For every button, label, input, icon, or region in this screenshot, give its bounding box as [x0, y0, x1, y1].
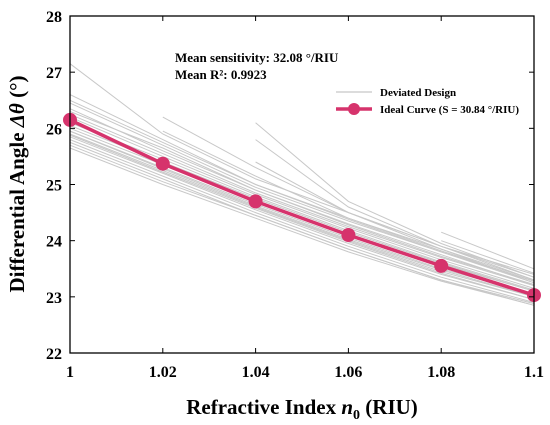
y-tick-label: 23 [46, 290, 62, 307]
ideal-curve-point [248, 194, 263, 209]
ideal-curve [69, 118, 535, 297]
ideal-curve-point [341, 228, 356, 242]
annotation-mean-sensitivity: Mean sensitivity: 32.08 °/RIU [175, 50, 339, 65]
x-tick-label: 1.02 [149, 364, 177, 381]
deviated-curve-7 [69, 130, 535, 295]
deviated-curve-9 [69, 136, 535, 301]
y-tick-label: 22 [46, 346, 62, 363]
deviated-curve-15 [69, 122, 535, 291]
deviated-curve-10 [69, 139, 535, 303]
deviated-curve-8 [69, 133, 535, 298]
x-tick-label: 1.06 [334, 364, 362, 381]
x-tick-label: 1.1 [524, 364, 544, 381]
ideal-curve-line [69, 118, 535, 297]
legend-ideal-marker [348, 103, 360, 115]
y-tick-label: 24 [46, 234, 62, 251]
x-axis-title: Refractive Index n0 (RIU) [186, 395, 418, 423]
y-tick-label: 28 [46, 9, 62, 26]
deviated-curve-24 [255, 139, 535, 281]
y-tick-label: 25 [46, 178, 62, 195]
x-axis-title-subscript: 0 [353, 408, 360, 423]
plot-frame [69, 15, 535, 354]
x-axis-title-unit: (RIU) [365, 395, 418, 419]
ideal-curve-point [155, 156, 170, 171]
deviated-curve-22 [162, 130, 535, 282]
y-axis-title-main: Differential Angle [5, 132, 29, 292]
legend-deviated-label: Deviated Design [380, 87, 456, 99]
deviated-curve-17 [69, 111, 535, 285]
x-axis-ticks: 1 1.02 1.04 1.06 1.08 1.1 [66, 16, 544, 381]
deviated-curve-23 [255, 122, 535, 278]
deviated-curve-19 [69, 130, 535, 298]
y-axis-ticks: 22 23 24 25 26 27 28 [46, 9, 534, 363]
deviated-curve-13 [69, 147, 535, 306]
deviated-curve-27 [441, 240, 535, 274]
legend-ideal-label: Ideal Curve (S = 30.84 °/RIU) [380, 104, 519, 116]
y-axis-title-variable: Δθ [5, 103, 29, 128]
x-tick-label: 1.04 [242, 364, 270, 381]
deviated-curve-12 [69, 144, 535, 306]
deviated-curve-20 [69, 134, 535, 301]
x-axis-title-variable: n [341, 395, 353, 419]
deviated-curve-5 [69, 113, 535, 287]
y-axis-title: Differential Angle Δθ (°) [5, 76, 29, 293]
deviated-curve-4 [69, 108, 535, 287]
deviated-curve-25 [255, 161, 535, 284]
deviated-curve-26 [441, 231, 535, 270]
legend: Deviated Design Ideal Curve (S = 30.84 °… [336, 87, 519, 116]
y-axis-title-unit: (°) [5, 76, 29, 98]
y-tick-label: 26 [46, 121, 62, 138]
x-axis-title-main: Refractive Index [186, 395, 336, 419]
deviated-curve-1 [69, 63, 535, 275]
deviated-curves [69, 63, 535, 306]
deviated-curve-18 [69, 99, 535, 282]
ideal-curve-point [434, 258, 449, 273]
deviated-curve-16 [69, 116, 535, 289]
deviated-curve-3 [69, 102, 535, 284]
y-tick-label: 27 [46, 65, 62, 82]
x-tick-label: 1.08 [427, 364, 455, 381]
annotation-mean-r2: Mean R²: 0.9923 [175, 67, 267, 82]
x-tick-label: 1 [66, 364, 74, 381]
